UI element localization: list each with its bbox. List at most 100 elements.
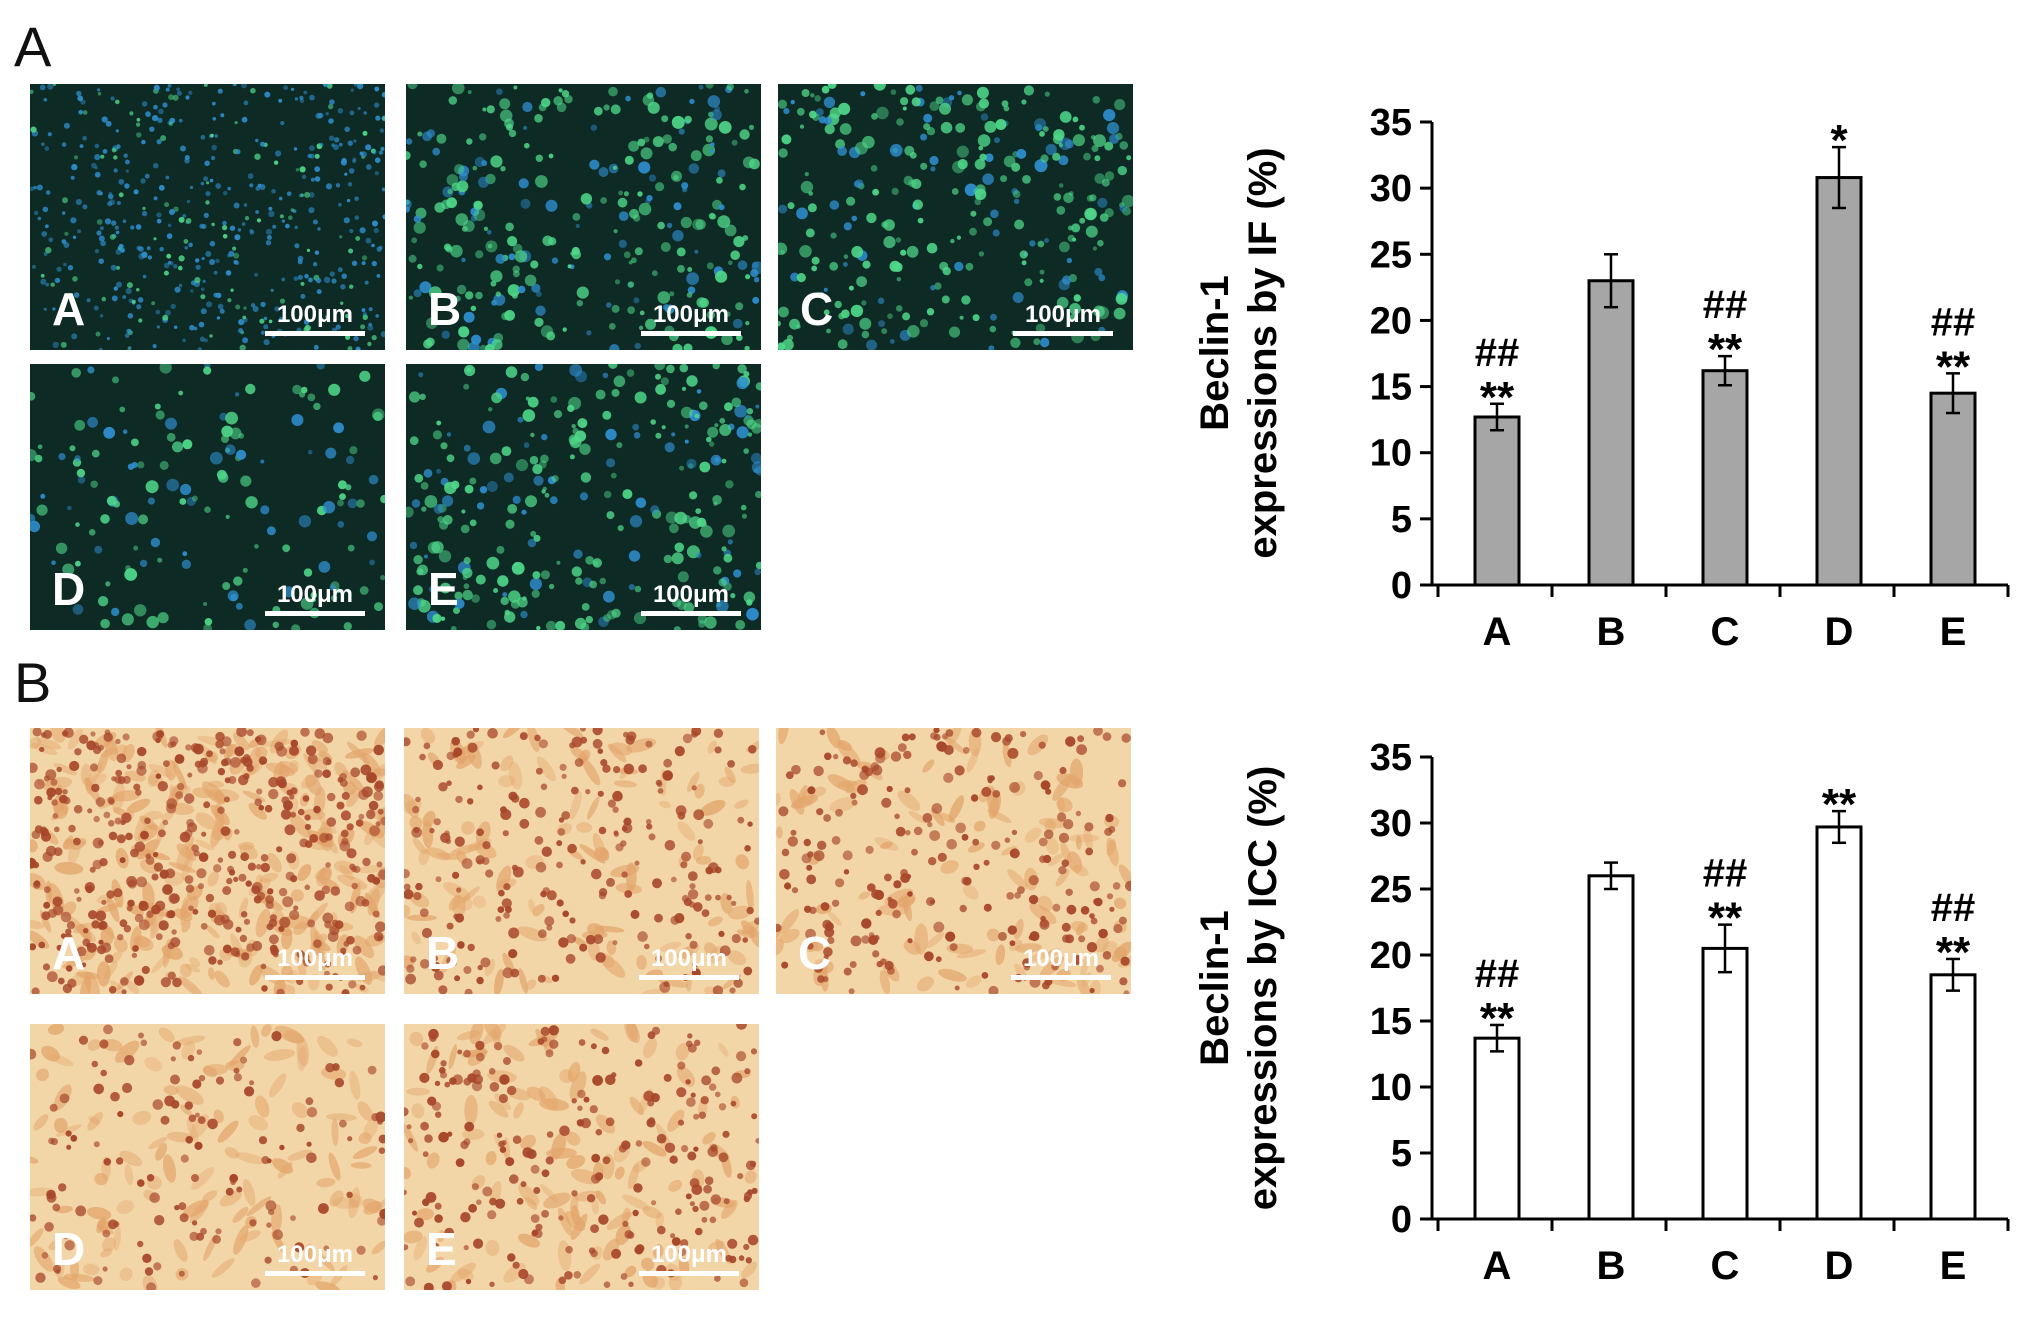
bar-b xyxy=(1587,874,1635,1221)
micrograph-image xyxy=(30,84,385,350)
x-tick-label-d: D xyxy=(1825,610,1854,654)
scale-bar-text: 100μm xyxy=(276,581,354,608)
fluorescence-micrograph-b: B 100μm xyxy=(406,84,761,350)
scale-bar: 100μm xyxy=(639,1241,739,1276)
panel-letter-a: A xyxy=(14,15,52,78)
bar-c xyxy=(1701,369,1749,587)
brightfield-micrograph-d: D 100μm xyxy=(30,1024,385,1290)
scale-bar: 100μm xyxy=(265,581,365,616)
x-tick-label-a: A xyxy=(1483,610,1512,654)
bar-d xyxy=(1815,825,1863,1221)
scale-bar-text: 100μm xyxy=(652,581,730,608)
scale-bar: 100μm xyxy=(1011,945,1111,980)
scale-bar-line xyxy=(1011,975,1111,980)
scale-bar-line xyxy=(641,611,741,616)
hash-marker-e: ## xyxy=(1931,886,1976,930)
micrograph-label: B xyxy=(426,927,460,979)
scale-bar-line xyxy=(1013,331,1113,336)
micrograph-label: D xyxy=(52,1223,86,1275)
x-tick-label-e: E xyxy=(1940,1244,1967,1288)
bar-b xyxy=(1587,279,1635,587)
scale-bar-text: 100μm xyxy=(650,945,728,972)
micrograph-image xyxy=(404,728,759,994)
hash-marker-c: ## xyxy=(1703,283,1748,327)
y-tick-label: 5 xyxy=(1391,1133,1412,1175)
micrograph-image xyxy=(406,84,761,350)
micrograph-image xyxy=(406,364,761,630)
micrograph-label: C xyxy=(798,927,832,979)
significance-marker-a: ** xyxy=(1480,373,1515,422)
scale-bar: 100μm xyxy=(641,301,741,336)
brightfield-micrograph-e: E 100μm xyxy=(404,1024,759,1290)
y-tick-label: 25 xyxy=(1370,869,1412,911)
brightfield-micrograph-c: C 100μm xyxy=(776,728,1131,994)
micrograph-label: C xyxy=(800,283,834,335)
hash-marker-e: ## xyxy=(1931,300,1976,344)
y-tick-label: 20 xyxy=(1370,300,1412,342)
bar-e xyxy=(1929,391,1977,587)
significance-marker-e: ** xyxy=(1936,342,1971,391)
scale-bar-text: 100μm xyxy=(276,1241,354,1268)
x-tick-label-c: C xyxy=(1711,610,1740,654)
x-tick-label-e: E xyxy=(1940,610,1967,654)
y-tick-label: 35 xyxy=(1370,737,1412,779)
significance-marker-c: ** xyxy=(1708,325,1743,374)
micrograph-label: A xyxy=(52,283,86,335)
micrograph-image xyxy=(776,728,1131,994)
hash-marker-a: ## xyxy=(1475,952,1520,996)
scale-bar-text: 100μm xyxy=(652,301,730,328)
scale-bar-line xyxy=(265,331,365,336)
scale-bar-line xyxy=(265,1271,365,1276)
scale-bar: 100μm xyxy=(265,1241,365,1276)
y-tick-label: 10 xyxy=(1370,433,1412,475)
bar-a xyxy=(1473,1036,1521,1221)
scale-bar: 100μm xyxy=(639,945,739,980)
x-tick-label-d: D xyxy=(1825,1244,1854,1288)
y-axis-label-line1: Beclin-1 xyxy=(1193,910,1237,1066)
micrograph-label: A xyxy=(52,927,86,979)
y-tick-label: 35 xyxy=(1370,102,1412,144)
micrograph-label: D xyxy=(52,563,86,615)
fluorescence-micrograph-d: D 100μm xyxy=(30,364,385,630)
y-tick-label: 30 xyxy=(1370,803,1412,845)
micrograph-label: E xyxy=(426,1223,457,1275)
fluorescence-micrograph-a: A 100μm xyxy=(30,84,385,350)
significance-marker-a: ** xyxy=(1480,994,1515,1043)
scale-bar-line xyxy=(639,1271,739,1276)
micrograph-image xyxy=(30,364,385,630)
scale-bar: 100μm xyxy=(265,301,365,336)
micrograph-label: B xyxy=(428,283,462,335)
hash-marker-a: ## xyxy=(1475,331,1520,375)
micrograph-image xyxy=(778,84,1133,350)
micrograph-label: E xyxy=(428,563,459,615)
micrograph-image xyxy=(30,728,385,994)
y-tick-label: 20 xyxy=(1370,935,1412,977)
scale-bar-line xyxy=(641,331,741,336)
bar-a xyxy=(1473,415,1521,587)
scale-bar-line xyxy=(639,975,739,980)
panel-letter-b: B xyxy=(14,651,52,714)
bar-d xyxy=(1815,176,1863,587)
y-tick-label: 15 xyxy=(1370,367,1412,409)
scale-bar-line xyxy=(265,975,365,980)
y-tick-label: 25 xyxy=(1370,234,1412,276)
y-tick-label: 15 xyxy=(1370,1001,1412,1043)
x-tick-label-b: B xyxy=(1597,610,1626,654)
significance-marker-d: * xyxy=(1830,116,1848,165)
y-tick-label: 0 xyxy=(1391,565,1412,607)
y-axis-label-line2: expressions by ICC (%) xyxy=(1241,766,1285,1211)
scale-bar-text: 100μm xyxy=(650,1241,728,1268)
hash-marker-c: ## xyxy=(1703,852,1748,896)
bar-c xyxy=(1701,946,1749,1221)
scale-bar: 100μm xyxy=(265,945,365,980)
x-tick-label-b: B xyxy=(1597,1244,1626,1288)
scale-bar-text: 100μm xyxy=(1022,945,1100,972)
y-tick-label: 30 xyxy=(1370,168,1412,210)
y-tick-label: 0 xyxy=(1391,1199,1412,1241)
scale-bar-line xyxy=(265,611,365,616)
significance-marker-e: ** xyxy=(1936,928,1971,977)
fluorescence-micrograph-e: E 100μm xyxy=(406,364,761,630)
y-tick-label: 10 xyxy=(1370,1067,1412,1109)
fluorescence-micrograph-c: C 100μm xyxy=(778,84,1133,350)
